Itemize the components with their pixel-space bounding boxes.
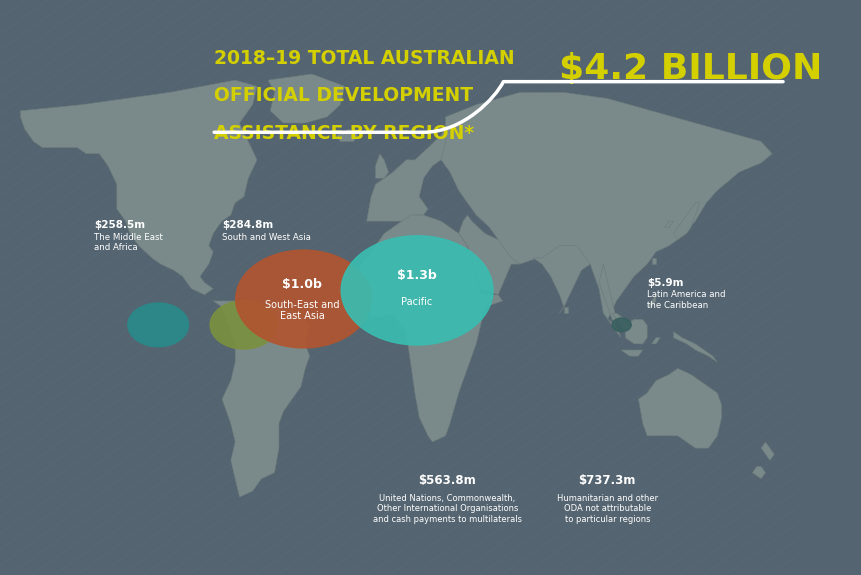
Text: South and West Asia: South and West Asia [222, 233, 311, 242]
Text: $563.8m: $563.8m [418, 474, 476, 486]
Text: $737.3m: $737.3m [578, 474, 635, 486]
Polygon shape [268, 74, 344, 123]
Text: ASSISTANCE BY REGION*: ASSISTANCE BY REGION* [214, 124, 474, 143]
Circle shape [235, 250, 371, 348]
Polygon shape [213, 301, 309, 497]
Polygon shape [672, 203, 699, 240]
Polygon shape [441, 93, 771, 338]
Polygon shape [638, 369, 721, 448]
Polygon shape [647, 295, 655, 307]
Polygon shape [760, 442, 773, 461]
Text: $4.2 BILLION: $4.2 BILLION [559, 52, 821, 86]
Polygon shape [349, 215, 502, 442]
Text: Pacific: Pacific [401, 297, 432, 307]
Polygon shape [664, 221, 672, 227]
Polygon shape [21, 80, 257, 295]
Polygon shape [672, 332, 716, 362]
Text: The Middle East
and Africa: The Middle East and Africa [94, 233, 163, 252]
Polygon shape [366, 117, 458, 221]
Polygon shape [533, 246, 590, 313]
Text: United Nations, Commonwealth,
Other International Organisations
and cash payment: United Nations, Commonwealth, Other Inte… [373, 494, 522, 524]
Text: $1.0b: $1.0b [282, 278, 322, 291]
Polygon shape [651, 338, 660, 344]
Circle shape [611, 318, 630, 332]
Text: Humanitarian and other
ODA not attributable
to particular regions: Humanitarian and other ODA not attributa… [556, 494, 657, 524]
Polygon shape [458, 215, 519, 295]
Circle shape [127, 303, 189, 347]
Text: Latin America and
the Caribbean: Latin America and the Caribbean [647, 290, 725, 310]
Text: South-East and
East Asia: South-East and East Asia [264, 300, 339, 321]
Polygon shape [375, 154, 388, 178]
Polygon shape [563, 307, 567, 313]
Text: $258.5m: $258.5m [94, 220, 146, 230]
Polygon shape [611, 313, 642, 344]
Polygon shape [336, 129, 357, 141]
Text: OFFICIAL DEVELOPMENT: OFFICIAL DEVELOPMENT [214, 86, 473, 105]
Text: 2018–19 TOTAL AUSTRALIAN: 2018–19 TOTAL AUSTRALIAN [214, 49, 514, 68]
Polygon shape [752, 466, 765, 479]
Text: $1.3b: $1.3b [397, 270, 437, 282]
Polygon shape [620, 350, 642, 356]
Circle shape [341, 236, 492, 345]
Polygon shape [598, 264, 616, 325]
Text: $284.8m: $284.8m [222, 220, 273, 230]
Polygon shape [624, 319, 647, 344]
Polygon shape [651, 258, 655, 264]
Circle shape [210, 301, 277, 349]
Text: $5.9m: $5.9m [647, 278, 683, 288]
